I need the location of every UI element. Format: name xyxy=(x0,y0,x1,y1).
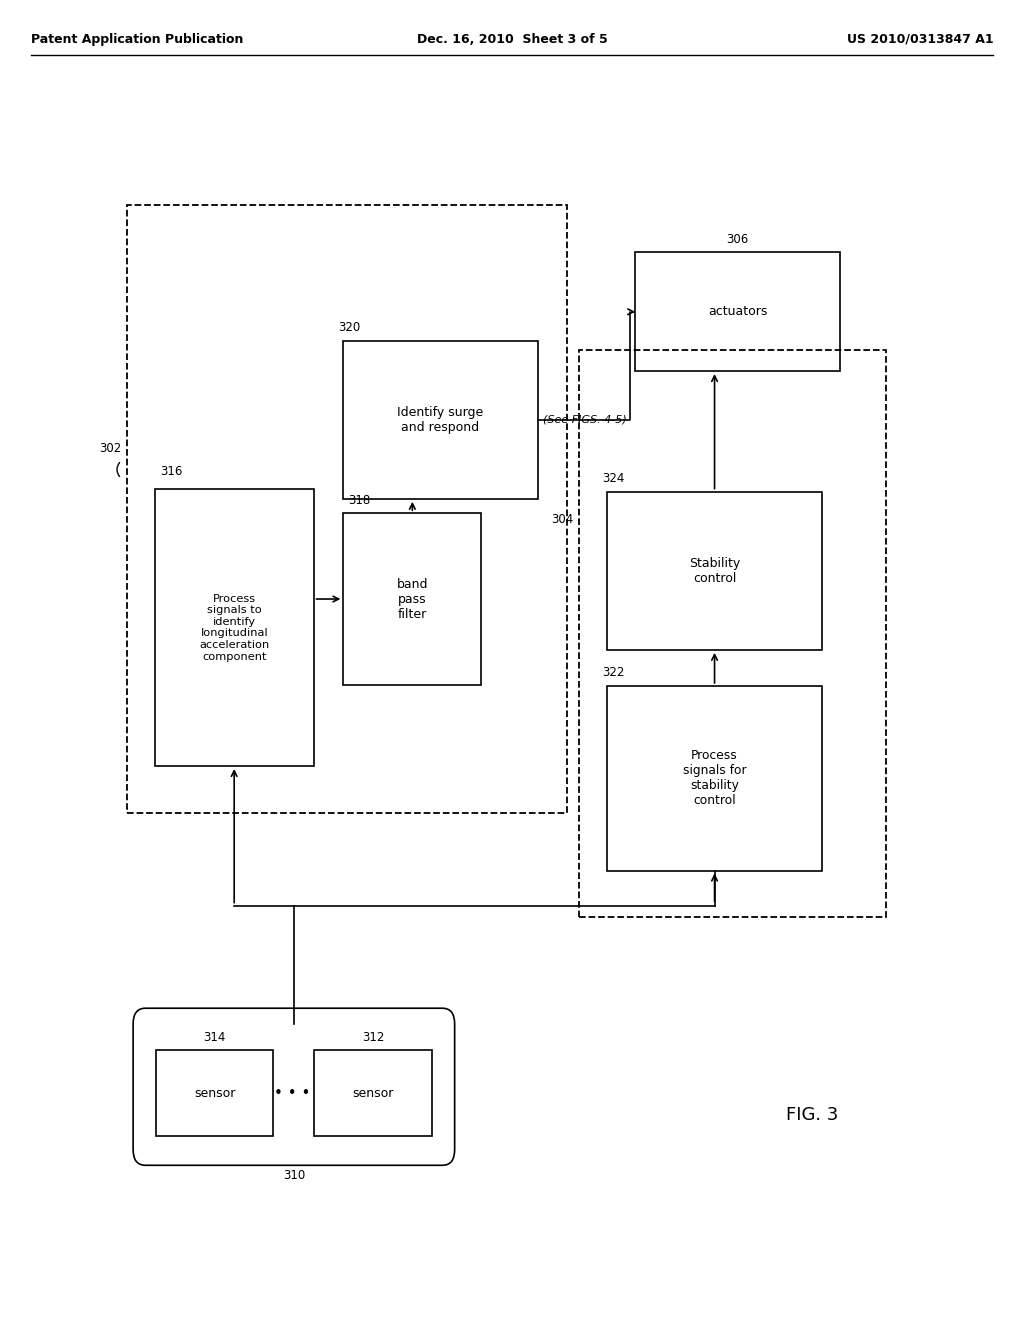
Text: actuators: actuators xyxy=(708,305,767,318)
Text: 314: 314 xyxy=(204,1031,225,1044)
Text: 318: 318 xyxy=(348,494,371,507)
Text: Process
signals for
stability
control: Process signals for stability control xyxy=(683,750,746,808)
FancyBboxPatch shape xyxy=(155,488,313,766)
Text: 312: 312 xyxy=(362,1031,384,1044)
Text: (See FIGS. 4-5): (See FIGS. 4-5) xyxy=(543,414,627,425)
FancyBboxPatch shape xyxy=(343,513,481,685)
Text: • • •: • • • xyxy=(273,1086,310,1101)
Text: Patent Application Publication: Patent Application Publication xyxy=(31,33,243,46)
Text: 322: 322 xyxy=(602,667,625,680)
FancyBboxPatch shape xyxy=(343,341,538,499)
FancyBboxPatch shape xyxy=(156,1051,273,1137)
Text: 316: 316 xyxy=(160,466,182,478)
Text: sensor: sensor xyxy=(194,1086,236,1100)
Text: Dec. 16, 2010  Sheet 3 of 5: Dec. 16, 2010 Sheet 3 of 5 xyxy=(417,33,607,46)
Text: band
pass
filter: band pass filter xyxy=(396,578,428,620)
FancyBboxPatch shape xyxy=(314,1051,432,1137)
Text: 320: 320 xyxy=(338,321,360,334)
FancyBboxPatch shape xyxy=(133,1008,455,1166)
Text: 306: 306 xyxy=(727,232,749,246)
FancyBboxPatch shape xyxy=(635,252,840,371)
Text: 302: 302 xyxy=(99,442,122,455)
Text: sensor: sensor xyxy=(352,1086,394,1100)
Text: 304: 304 xyxy=(551,513,573,527)
Text: US 2010/0313847 A1: US 2010/0313847 A1 xyxy=(847,33,993,46)
Text: Process
signals to
identify
longitudinal
acceleration
component: Process signals to identify longitudinal… xyxy=(199,594,269,661)
Text: Identify surge
and respond: Identify surge and respond xyxy=(397,405,483,434)
Text: 310: 310 xyxy=(283,1170,305,1183)
Text: 324: 324 xyxy=(602,473,625,484)
FancyBboxPatch shape xyxy=(607,491,822,649)
Text: FIG. 3: FIG. 3 xyxy=(786,1106,839,1123)
Text: Stability
control: Stability control xyxy=(689,557,740,585)
FancyBboxPatch shape xyxy=(607,686,822,871)
